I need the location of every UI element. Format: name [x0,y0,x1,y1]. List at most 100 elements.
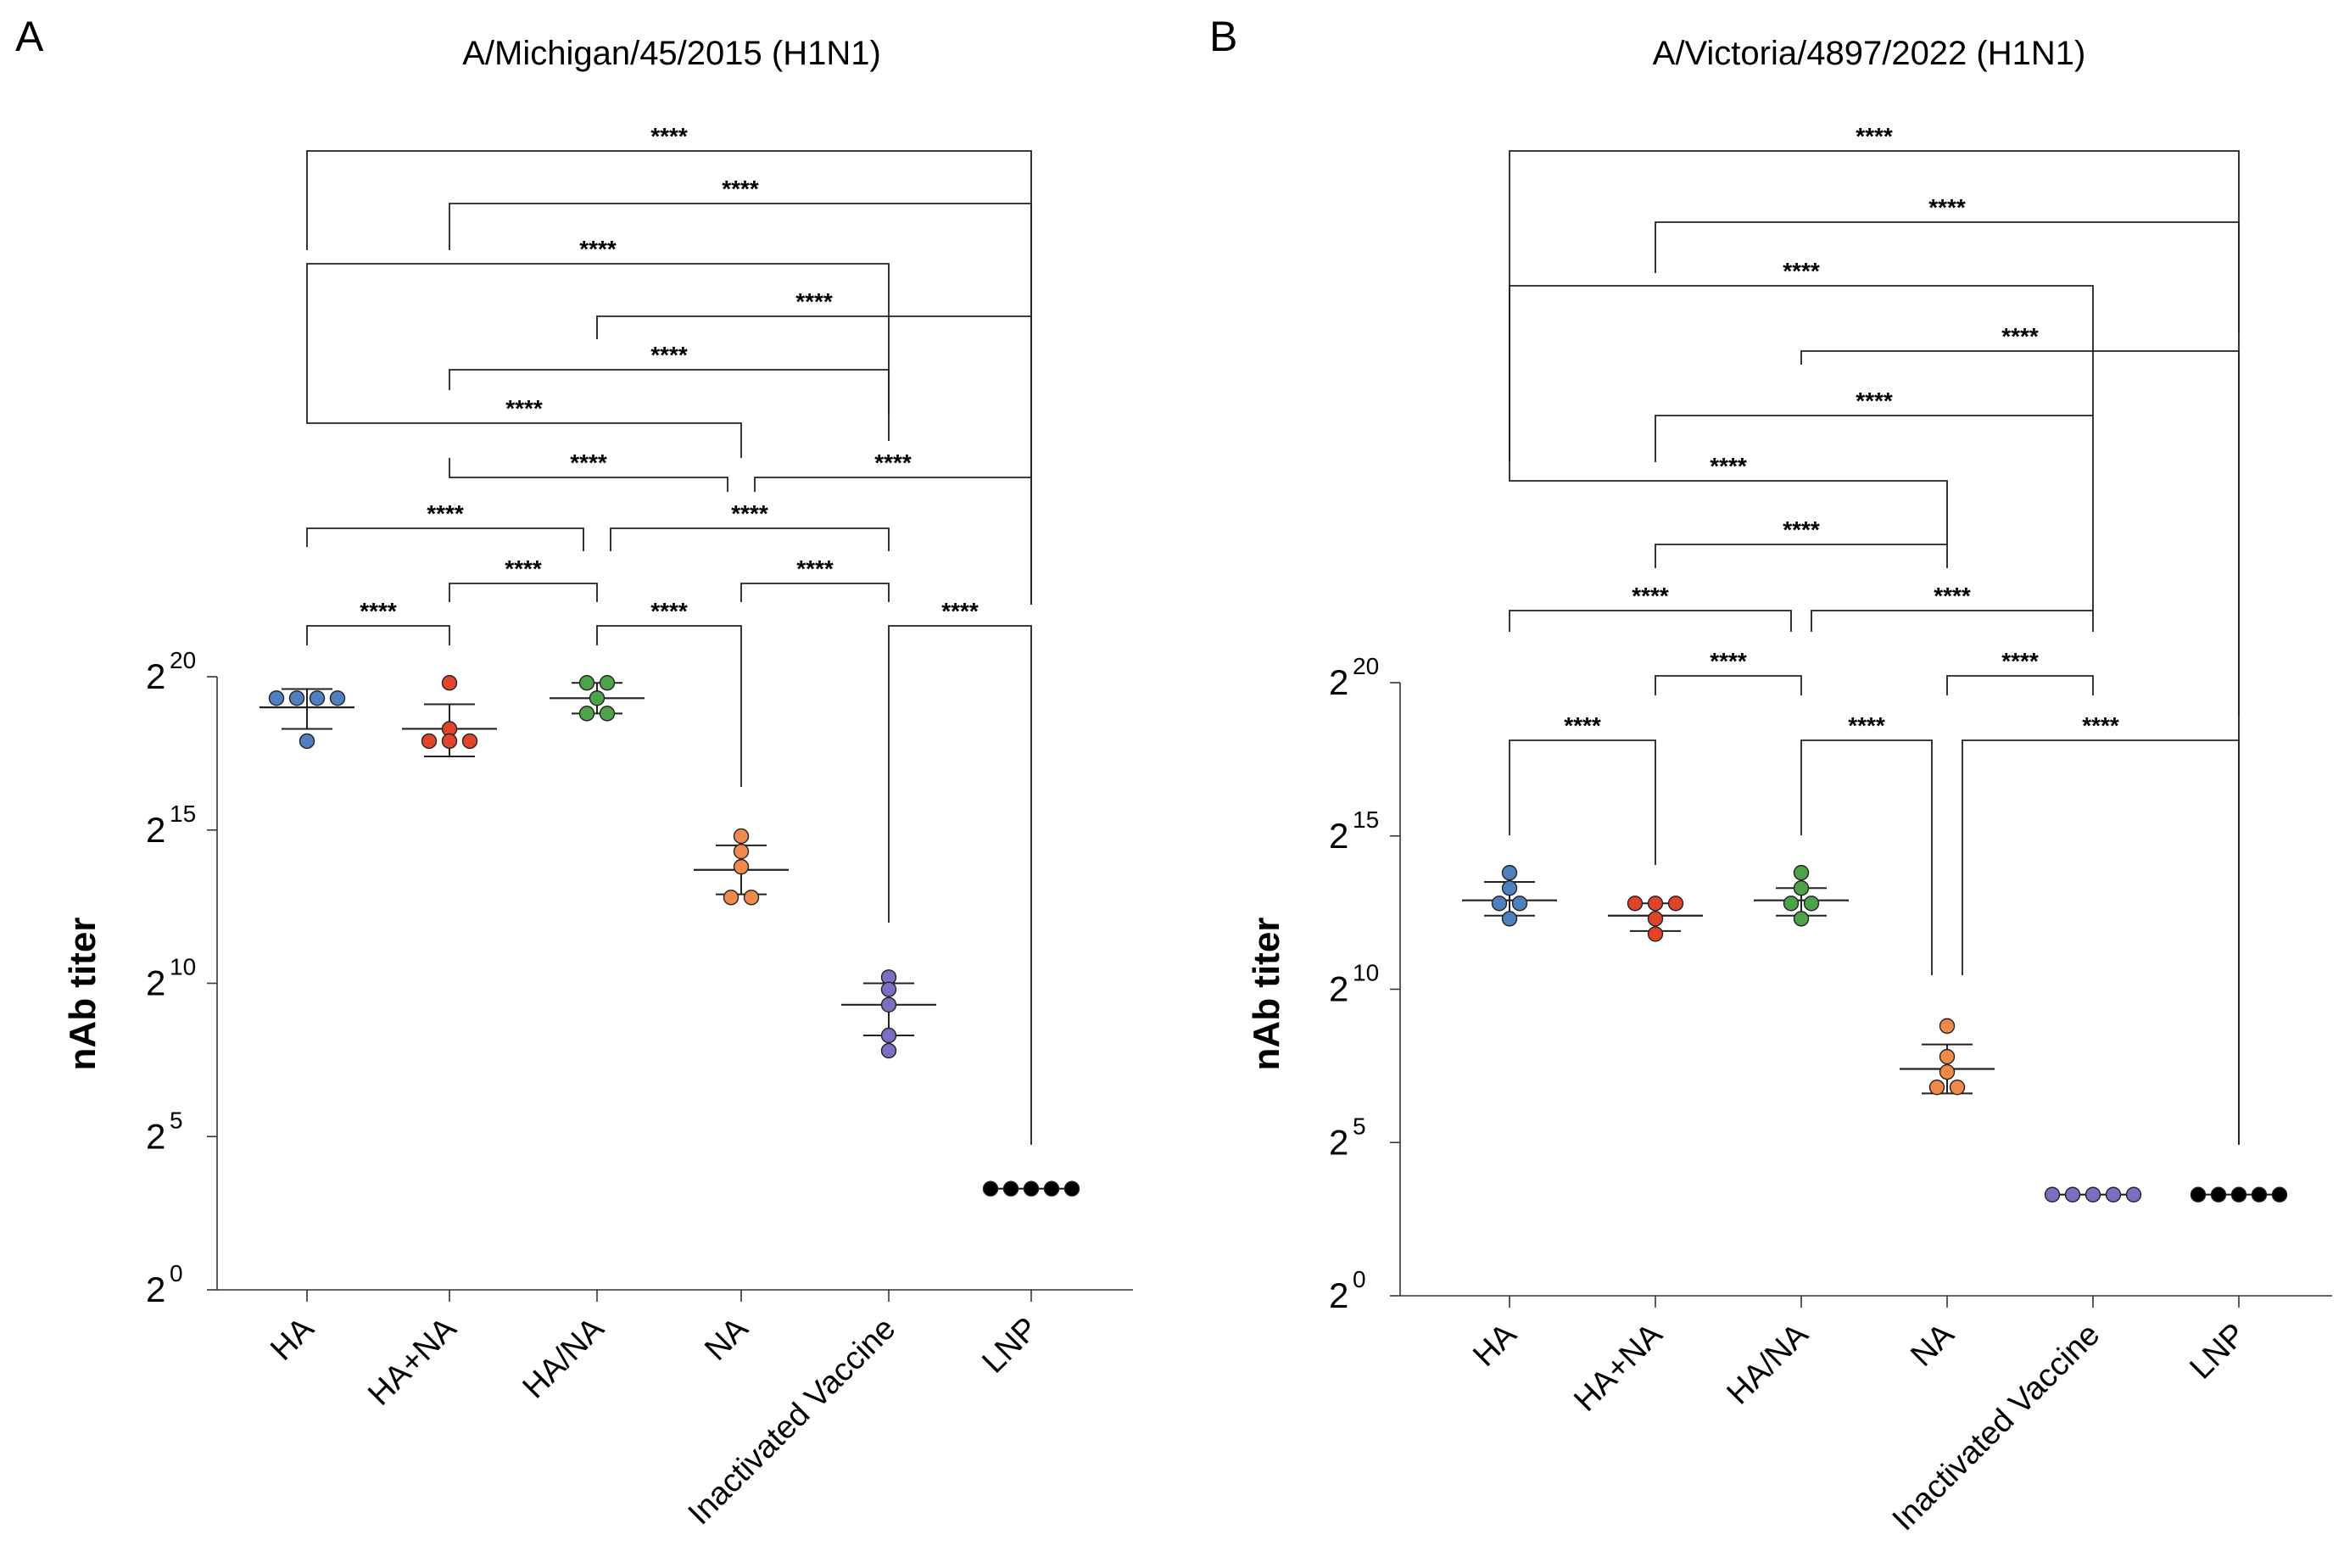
data-point [329,690,346,706]
data-point [2064,1186,2081,1203]
data-point [2271,1186,2288,1203]
significance-label: **** [360,598,397,624]
data-point [461,733,478,750]
significance-bracket [1800,739,1933,975]
data-point [733,858,750,875]
bracket-path [1811,610,2094,632]
data-point [309,690,326,706]
significance-bracket [740,583,890,602]
bracket-path [306,527,584,551]
data-point [578,675,595,691]
significance-bracket [1655,675,1802,695]
bracket-path [1655,415,2094,611]
significance-label: **** [941,598,979,624]
y-tick-base: 2 [146,810,165,850]
significance-label: **** [2082,712,2119,739]
y-tick-exp: 20 [1353,653,1379,679]
bracket-path [449,458,728,492]
bracket-path [888,625,1032,1145]
data-point [599,706,616,722]
y-tick-base: 2 [146,656,165,696]
bracket-path [306,407,742,458]
data-point [880,1042,897,1059]
significance-bracket [449,369,890,441]
bracket-path [1800,739,1933,975]
y-tick-base: 2 [1329,662,1348,702]
y-tick-exp: 5 [170,1107,183,1133]
bracket-path [1655,544,1948,568]
significance-label: **** [427,500,464,527]
data-point [723,890,739,906]
series-lnp [982,1180,1080,1197]
significance-bracket [449,583,598,602]
bracket-path [1946,675,2094,695]
bracket-path [1509,739,1656,865]
significance-bracket [1655,221,2240,334]
bracket-path [1655,221,2240,334]
significance-label: **** [505,555,542,582]
y-tick-base: 2 [1329,969,1348,1009]
data-point [441,675,458,691]
data-point [1928,1079,1945,1096]
data-point [2210,1186,2227,1203]
significance-bracket [1509,462,1948,544]
panel-label: B [1209,13,1237,60]
significance-label: **** [579,236,617,262]
significance-label: **** [650,598,688,624]
data-point [1063,1180,1080,1197]
y-tick-exp: 0 [1353,1266,1366,1292]
data-point [441,733,458,750]
data-point [1939,1018,1956,1035]
data-point [1647,896,1664,912]
data-point [288,690,305,706]
significance-label: **** [650,123,688,149]
data-point [1647,926,1664,942]
data-point [2084,1186,2101,1203]
series-ha-na [402,675,497,757]
significance-label: **** [2001,648,2039,674]
bracket-path [449,583,598,602]
data-point [421,733,438,750]
y-tick-exp: 5 [1353,1113,1366,1139]
significance-label: **** [1783,258,1820,284]
significance-label: **** [796,555,834,582]
data-point [880,1027,897,1044]
chart-title: A/Michigan/45/2015 (H1N1) [462,35,881,72]
y-tick-exp: 15 [170,801,196,827]
y-tick-exp: 20 [170,647,196,673]
series-inactivated-vaccine [841,969,936,1059]
bracket-path [1509,610,1792,632]
significance-label: **** [1783,516,1820,543]
significance-label: **** [505,395,543,421]
series-na [694,828,789,906]
y-tick-base: 2 [146,1116,165,1156]
series-ha-na [1608,896,1703,942]
data-point [733,828,750,845]
data-point [1667,896,1684,912]
data-point [268,690,285,706]
significance-bracket [1962,739,2240,1145]
data-point [578,706,595,722]
data-point [1803,896,1820,912]
significance-label: **** [1848,712,1885,739]
significance-bracket [1946,675,2094,695]
data-point [1501,911,1518,927]
significance-label: **** [874,449,912,476]
significance-label: **** [722,176,759,202]
significance-bracket [596,625,742,787]
series-ha [260,688,354,750]
data-point [1043,1180,1060,1197]
data-point [1491,896,1508,912]
significance-bracket [754,477,1032,605]
significance-bracket [888,625,1032,1145]
significance-label: **** [1710,648,1747,674]
data-point [1939,1048,1956,1065]
data-point [2125,1186,2142,1203]
series-inactivated-vaccine [2044,1186,2142,1203]
y-tick-base: 2 [1329,1122,1348,1162]
significance-label: **** [1632,583,1669,609]
y-axis-label: nAb titer [62,918,103,1071]
data-point [1023,1180,1040,1197]
significance-bracket [306,263,890,416]
